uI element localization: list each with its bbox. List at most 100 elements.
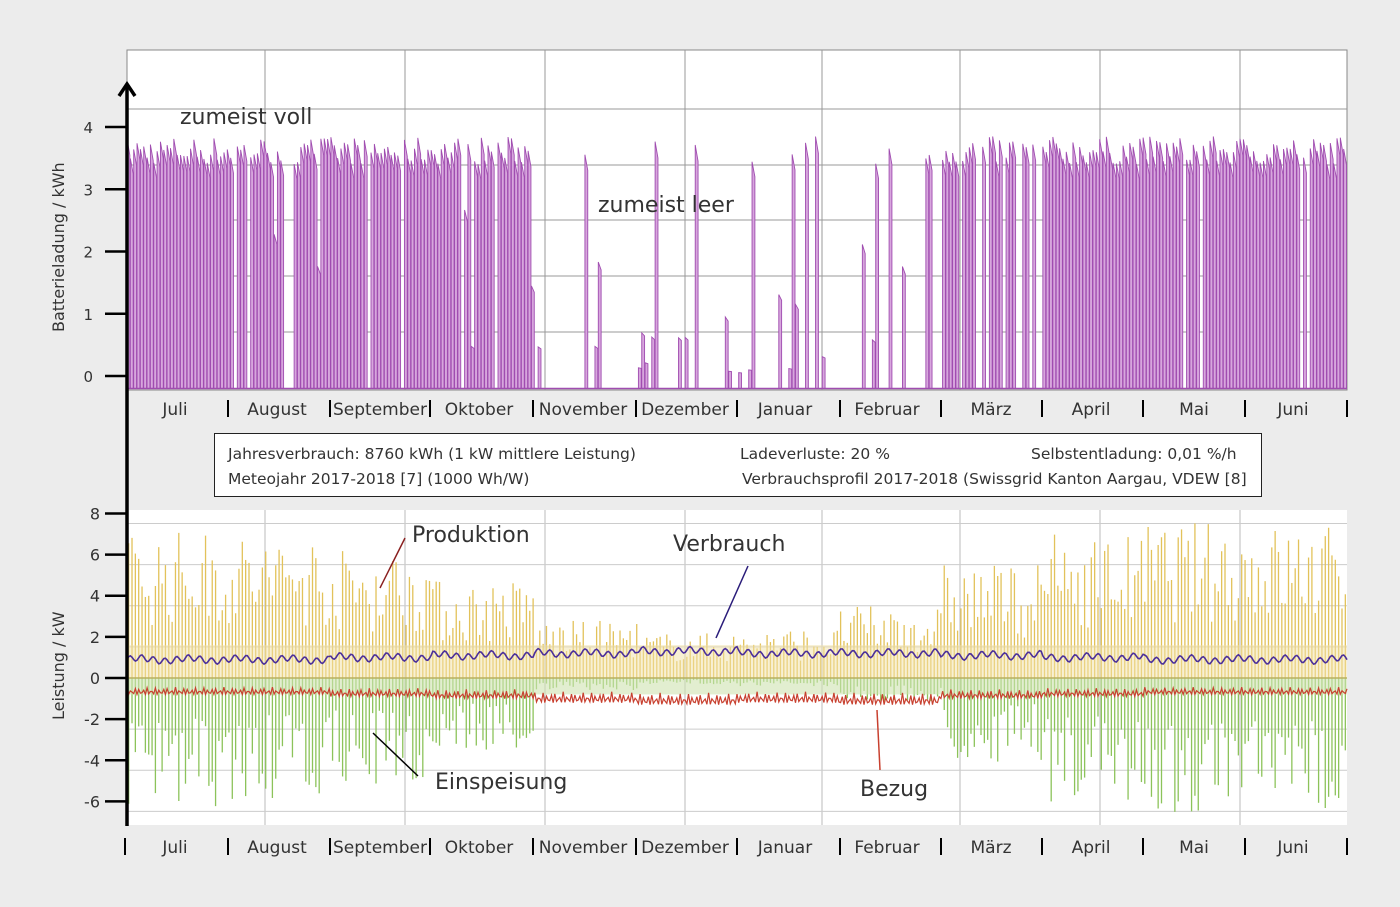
battery-day-mark	[303, 143, 308, 389]
battery-day-mark	[166, 144, 171, 389]
battery-day-mark	[1012, 141, 1017, 389]
battery-day-mark	[1169, 156, 1174, 389]
battery-day-mark	[1266, 154, 1271, 389]
y-tick-label: 6	[90, 546, 100, 565]
battery-day-mark	[333, 145, 338, 389]
battery-day-mark	[327, 139, 331, 389]
battery-day-mark	[1343, 148, 1347, 389]
annotation-zumeist-voll: zumeist voll	[180, 105, 312, 130]
battery-day-mark	[170, 148, 174, 389]
battery-day-mark	[1125, 156, 1130, 389]
battery-day-mark	[507, 136, 512, 389]
battery-day-mark	[1099, 139, 1103, 389]
battery-day-mark	[159, 141, 164, 389]
battery-day-mark	[1283, 148, 1287, 389]
annotation-verbrauch: Verbrauch	[673, 532, 785, 557]
battery-day-mark	[230, 157, 234, 389]
battery-day-mark	[805, 142, 809, 389]
battery-day-mark	[815, 136, 819, 389]
battery-day-mark	[514, 160, 519, 389]
battery-day-mark	[517, 147, 522, 389]
battery-day-mark	[420, 159, 425, 389]
battery-day-mark	[1079, 147, 1083, 389]
battery-day-mark	[778, 294, 783, 389]
battery-day-mark	[1072, 142, 1077, 389]
battery-day-mark	[945, 150, 950, 389]
battery-day-mark	[928, 154, 933, 389]
battery-day-mark	[1246, 145, 1251, 389]
battery-day-mark	[360, 163, 365, 389]
battery-day-mark	[795, 302, 799, 389]
battery-day-mark	[641, 331, 646, 389]
x-month-label: April	[1072, 400, 1111, 420]
battery-day-mark	[1152, 156, 1157, 389]
battery-day-mark	[1229, 162, 1234, 389]
battery-day-mark	[414, 148, 418, 389]
annotation-leader	[372, 732, 419, 777]
battery-day-mark	[972, 143, 976, 389]
battery-day-mark	[1236, 140, 1240, 389]
battery-day-mark	[1259, 162, 1264, 389]
battery-day-mark	[1336, 138, 1341, 389]
battery-day-mark	[320, 138, 325, 389]
battery-day-mark	[1222, 149, 1227, 389]
battery-day-mark	[220, 156, 224, 389]
battery-day-mark	[1329, 142, 1334, 389]
battery-day-mark	[1119, 161, 1123, 389]
battery-day-mark	[200, 150, 204, 389]
battery-day-mark	[450, 152, 455, 389]
y-tick-label: 0	[83, 368, 93, 386]
battery-day-mark	[1142, 137, 1147, 389]
y-tick-label: -4	[84, 751, 100, 770]
battery-day-mark	[447, 157, 452, 389]
y-tick-label: 8	[90, 504, 100, 523]
annotation-bezug: Bezug	[860, 777, 928, 802]
battery-day-mark	[1122, 145, 1127, 389]
battery-day-mark	[1176, 146, 1180, 389]
battery-day-mark	[1075, 161, 1080, 389]
battery-day-mark	[1008, 142, 1013, 389]
battery-day-mark	[163, 149, 168, 389]
battery-day-mark	[1196, 151, 1200, 389]
battery-day-mark	[1309, 148, 1314, 389]
x-month-label: Dezember	[641, 400, 729, 420]
battery-day-mark	[183, 155, 188, 389]
battery-day-mark	[1212, 136, 1217, 389]
battery-day-mark	[1115, 163, 1120, 389]
battery-day-mark	[1339, 137, 1344, 389]
info-charge-loss: Ladeverluste: 20 %	[740, 445, 890, 463]
battery-day-mark	[273, 234, 278, 389]
battery-day-mark	[1192, 144, 1197, 389]
battery-day-mark	[998, 140, 1003, 389]
battery-day-mark	[684, 336, 689, 389]
battery-day-mark	[370, 152, 375, 389]
battery-day-mark	[1166, 143, 1170, 389]
battery-day-mark	[1135, 163, 1140, 389]
y-tick-label: 2	[83, 244, 93, 262]
battery-day-mark	[1172, 142, 1177, 389]
x-month-label: Juni	[1276, 400, 1308, 420]
battery-day-mark	[213, 138, 218, 389]
x-month-label: März	[971, 838, 1012, 858]
x-month-label: November	[539, 838, 627, 858]
battery-day-mark	[430, 150, 435, 389]
battery-day-mark	[129, 158, 134, 389]
y-tick-label: -6	[84, 792, 100, 811]
x-month-label: Juli	[161, 838, 187, 858]
battery-day-mark	[470, 345, 475, 389]
x-month-label: Januar	[757, 400, 812, 420]
y-tick-label: 2	[90, 628, 100, 647]
battery-day-mark	[377, 153, 381, 389]
battery-day-mark	[875, 163, 880, 389]
x-month-label: Juli	[161, 400, 187, 420]
battery-day-mark	[1209, 140, 1214, 389]
battery-day-mark	[270, 162, 275, 389]
battery-day-mark	[444, 144, 448, 389]
battery-day-mark	[791, 154, 796, 389]
battery-day-mark	[1279, 159, 1284, 389]
battery-day-mark	[654, 141, 659, 389]
battery-day-mark	[350, 163, 355, 389]
battery-day-mark	[644, 362, 649, 389]
x-month-label: Dezember	[641, 838, 729, 858]
